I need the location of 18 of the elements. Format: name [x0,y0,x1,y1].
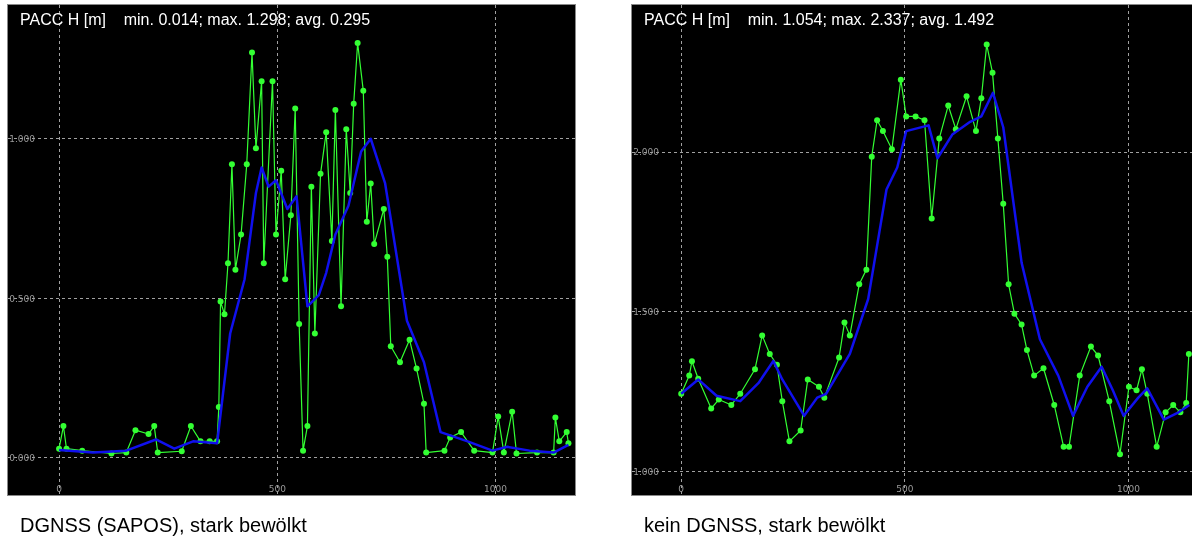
x-tick-label: 500 [896,484,914,494]
x-tick-label: 0 [678,484,685,494]
chart-title: PACC H [m] min. 1.054; max. 2.337; avg. 1.492 [644,11,995,28]
y-tick-label: 1.000 [9,133,36,144]
text: DGNSS (SAPOS), stark bewölkt [20,514,308,536]
y-tick-label: 1.500 [633,306,660,317]
x-tick-label: 500 [268,484,287,494]
line-series [679,91,1191,421]
text: kein DGNSS, stark bewölkt [644,514,886,536]
y-tick-label: 1.000 [633,466,660,477]
x-tick-label: 1000 [1117,484,1141,494]
x-tick-label: 0 [56,484,63,494]
chart-title: PACC H [m] min. 0.014; max. 1.298; avg. 0.295 [20,11,371,28]
x-tick-label: 1000 [484,484,508,494]
line-series [57,137,570,454]
y-tick-label: 0.500 [9,293,36,304]
y-tick-label: 2.000 [633,147,660,158]
y-tick-label: 0.000 [9,453,36,464]
